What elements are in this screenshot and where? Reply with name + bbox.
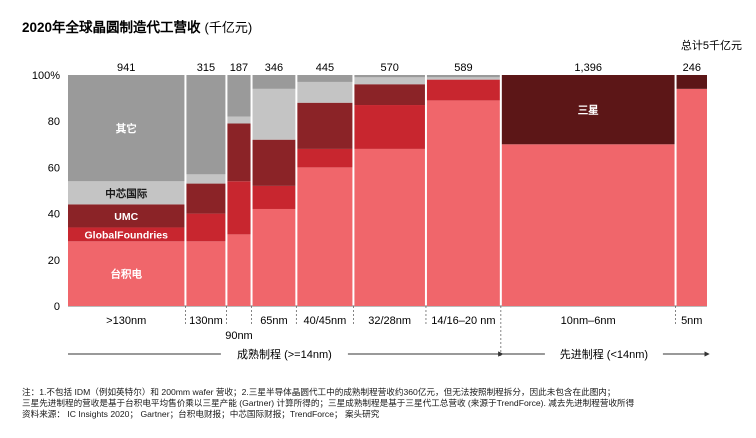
group-label-bg <box>220 346 348 362</box>
y-tick-label: 100% <box>32 70 60 82</box>
column-total: 1,396 <box>574 62 602 74</box>
footnote-2: 三星先进制程的营收是基于台积电平均售价乘以三星产能 (Gartner) 计算所得… <box>22 398 635 408</box>
column-total: 589 <box>454 62 472 74</box>
y-tick-label: 40 <box>48 209 60 221</box>
footnote-1: 注：1.不包括 IDM（例如英特尔）和 200mm wafer 营收；2.三星半… <box>22 387 616 397</box>
chart-title: 2020年全球晶圆制造代工营收 (千亿元) <box>22 19 252 35</box>
bar-segment <box>354 148 425 306</box>
column-total: 570 <box>381 62 399 74</box>
bar-segment <box>227 234 251 306</box>
category-label: 5nm <box>681 315 702 327</box>
bar-segment <box>252 75 296 89</box>
column-total: 246 <box>683 62 701 74</box>
column-totals: 941 315 187 346 445 570 589 1,396 246 <box>117 62 701 74</box>
y-tick-label: 0 <box>54 301 60 313</box>
segment-label: 三星 <box>578 105 599 117</box>
bar-segment <box>68 181 185 205</box>
bar-segment <box>676 75 707 89</box>
bar-segment <box>68 204 185 228</box>
bars <box>68 75 707 358</box>
bar-segment <box>186 174 226 184</box>
footnote-3: 资料来源： IC Insights 2020； Gartner；台积电财报；中芯… <box>22 409 380 419</box>
segment-label: 台积电 <box>110 268 142 281</box>
category-label: 90nm <box>225 330 253 342</box>
bar-segment <box>227 75 251 117</box>
category-label: >130nm <box>106 315 146 327</box>
bar-segment <box>186 75 226 175</box>
bar-segment <box>501 144 675 306</box>
bar-segment <box>354 75 425 78</box>
column-total: 315 <box>197 62 215 74</box>
bar-segment <box>354 77 425 85</box>
bar-segment <box>68 241 185 306</box>
bar-segment <box>252 139 296 186</box>
category-label: 40/45nm <box>303 315 346 327</box>
category-label: 32/28nm <box>368 315 411 327</box>
y-tick-label: 80 <box>48 116 60 128</box>
total-note: 总计5千亿元 <box>681 38 742 52</box>
group-label: 成熟制程 (>=14nm) <box>237 347 332 361</box>
column-total: 941 <box>117 62 135 74</box>
bar-segment <box>297 167 353 306</box>
bar-segment <box>227 116 251 124</box>
group-axis: 成熟制程 (>=14nm) 先进制程 (<14nm) <box>68 346 710 362</box>
bar-segment <box>186 241 226 306</box>
group-label: 先进制程 (<14nm) <box>560 348 648 361</box>
y-tick-label: 60 <box>48 162 60 174</box>
bar-segment <box>252 208 296 306</box>
category-label: 10nm–6nm <box>561 315 616 327</box>
y-tick-label: 20 <box>48 255 60 267</box>
bar-segment <box>297 75 353 82</box>
category-label: 130nm <box>189 315 223 327</box>
bar-segment <box>297 102 353 149</box>
column-total: 187 <box>230 62 248 74</box>
bar-segment <box>186 183 226 214</box>
column-total: 346 <box>265 62 283 74</box>
category-label: 14/16–20 nm <box>431 315 495 327</box>
bar-segment <box>227 181 251 235</box>
bar-segment <box>297 148 353 168</box>
bar-segment <box>68 227 185 242</box>
segment-label: UMC <box>114 211 138 223</box>
bar-segment <box>252 88 296 140</box>
bar-segment <box>426 79 500 101</box>
bar-segment <box>354 105 425 149</box>
bar-segment <box>186 213 226 242</box>
bar-segment <box>252 185 296 209</box>
bar-segment <box>297 81 353 103</box>
bar-segment <box>354 84 425 106</box>
bar-segment <box>426 77 500 80</box>
bar-segment <box>426 75 500 78</box>
segment-label: 中芯国际 <box>105 187 147 200</box>
segment-label: GlobalFoundries <box>85 229 169 241</box>
group-label-bg <box>544 346 663 362</box>
bar-segment <box>68 75 185 182</box>
bar-segment <box>227 123 251 182</box>
segment-label: 其它 <box>116 122 137 135</box>
bar-segment <box>676 88 707 306</box>
column-total: 445 <box>316 62 334 74</box>
bar-segment <box>501 75 675 145</box>
category-label: 65nm <box>260 315 288 327</box>
bar-segment <box>426 100 500 306</box>
